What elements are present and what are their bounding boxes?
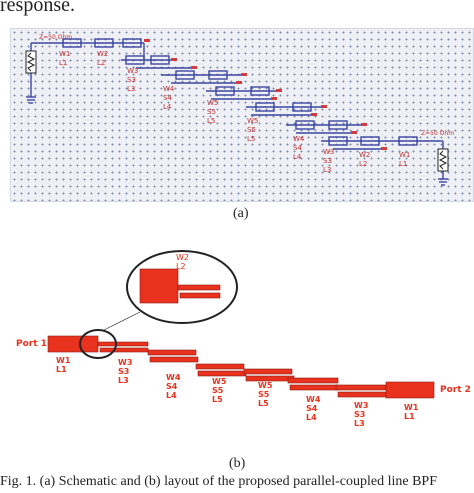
section-3-l: L3 xyxy=(127,85,135,93)
schematic-drawing: Z=50 Ohm Z=50 Ohm W1 L1 W2 L2 W3 S3 L3 W… xyxy=(25,34,454,186)
layout-label-4-s: S5 xyxy=(212,386,224,395)
section-6-l: L5 xyxy=(247,135,255,143)
layout-label-8-l: L1 xyxy=(404,412,415,421)
zoom-inset-ellipse xyxy=(126,250,238,324)
schematic-panel: Z=50 Ohm Z=50 Ohm W1 L1 W2 L2 W3 S3 L3 W… xyxy=(10,28,474,202)
caption-a: (a) xyxy=(233,206,249,221)
layout-label-4-l: L5 xyxy=(212,395,223,404)
layout-label-2-s: S3 xyxy=(118,367,129,376)
layout-label-6-s: S4 xyxy=(306,404,318,413)
section-10-w: W1 xyxy=(399,151,410,159)
section-6-w: W5 xyxy=(247,117,258,125)
layout-panel: W2 L2 Port 1 Port 2 W1 L1 xyxy=(0,242,474,442)
zoom-circle xyxy=(79,329,117,359)
port-1-impedance-label: Z=50 Ohm xyxy=(39,34,72,41)
strip-1b xyxy=(99,347,149,353)
schematic-port-ticks xyxy=(144,39,387,150)
layout-label-1-l: L1 xyxy=(56,365,67,374)
strip-2b xyxy=(149,356,199,363)
figure-caption: Fig. 1. (a) Schematic and (b) layout of … xyxy=(0,474,438,489)
layout-label-6-l: L4 xyxy=(306,413,317,422)
strip-1a xyxy=(97,341,149,347)
strip-port1-pad xyxy=(47,335,99,353)
layout-label-2-w: W3 xyxy=(118,358,132,367)
inset-l-label: L2 xyxy=(176,262,186,271)
caption-b: (b) xyxy=(229,456,246,471)
section-4-s: S4 xyxy=(163,94,172,102)
layout-label-5-w: W5 xyxy=(258,381,273,390)
section-3-w: W3 xyxy=(127,67,138,75)
section-8-w: W3 xyxy=(323,148,334,156)
inset-line-1 xyxy=(177,284,221,291)
section-1-w: W1 xyxy=(59,50,70,58)
section-5-w: W5 xyxy=(207,99,218,107)
section-10-l: L1 xyxy=(399,160,407,168)
layout-label-3-w: W4 xyxy=(166,373,181,382)
port-2-label: Port 2 xyxy=(440,385,471,395)
section-1-l: L1 xyxy=(59,59,67,67)
filter-strips xyxy=(47,335,435,399)
inset-line-2 xyxy=(179,292,221,299)
port-1-termination xyxy=(25,50,37,74)
paragraph-fragment: response. xyxy=(0,0,75,16)
zoom-leader xyxy=(103,311,141,331)
layout-label-2-l: L3 xyxy=(118,376,129,385)
strip-4a xyxy=(243,368,293,375)
layout-label-7-s: S3 xyxy=(354,410,365,419)
layout-label-8-w: W1 xyxy=(404,403,419,412)
strip-3a xyxy=(195,363,245,370)
schematic-wiring xyxy=(26,38,448,186)
strip-5a xyxy=(287,377,339,384)
section-5-l: L5 xyxy=(207,117,215,125)
section-7-s: S4 xyxy=(293,144,302,152)
section-8-l: L3 xyxy=(323,166,331,174)
section-7-l: L4 xyxy=(293,153,302,161)
strip-6a xyxy=(335,384,387,391)
layout-label-5-l: L5 xyxy=(258,399,269,408)
strip-5b xyxy=(289,384,339,391)
strip-port2-pad xyxy=(385,381,435,399)
section-4-w: W4 xyxy=(163,85,175,93)
inset-w-label: W2 xyxy=(176,253,189,262)
inset-pad xyxy=(139,268,179,304)
strip-6b xyxy=(337,391,387,398)
port-2-impedance-label: Z=50 Ohm xyxy=(421,130,454,137)
layout-label-4-w: W5 xyxy=(212,377,227,386)
section-9-w: W2 xyxy=(359,151,370,159)
layout-label-3-l: L4 xyxy=(166,391,177,400)
section-8-s: S3 xyxy=(323,157,332,165)
section-3-s: S3 xyxy=(127,76,136,84)
section-2-w: W2 xyxy=(97,50,108,58)
strip-3b xyxy=(197,370,247,377)
layout-label-7-l: L3 xyxy=(354,419,365,428)
section-7-w: W4 xyxy=(293,135,305,143)
port-2-termination xyxy=(437,148,449,172)
layout-drawing: W2 L2 Port 1 Port 2 W1 L1 xyxy=(16,250,471,428)
section-5-s: S5 xyxy=(207,108,216,116)
layout-label-5-s: S5 xyxy=(258,390,270,399)
layout-label-7-w: W3 xyxy=(354,401,368,410)
layout-label-3-s: S4 xyxy=(166,382,178,391)
port-1-label: Port 1 xyxy=(16,339,47,349)
section-6-s: S5 xyxy=(247,126,256,134)
strip-2a xyxy=(147,349,197,356)
section-9-l: L2 xyxy=(359,160,367,168)
layout-label-6-w: W4 xyxy=(306,395,321,404)
section-4-l: L4 xyxy=(163,103,172,111)
section-2-l: L2 xyxy=(97,59,105,67)
layout-label-1-w: W1 xyxy=(56,356,71,365)
